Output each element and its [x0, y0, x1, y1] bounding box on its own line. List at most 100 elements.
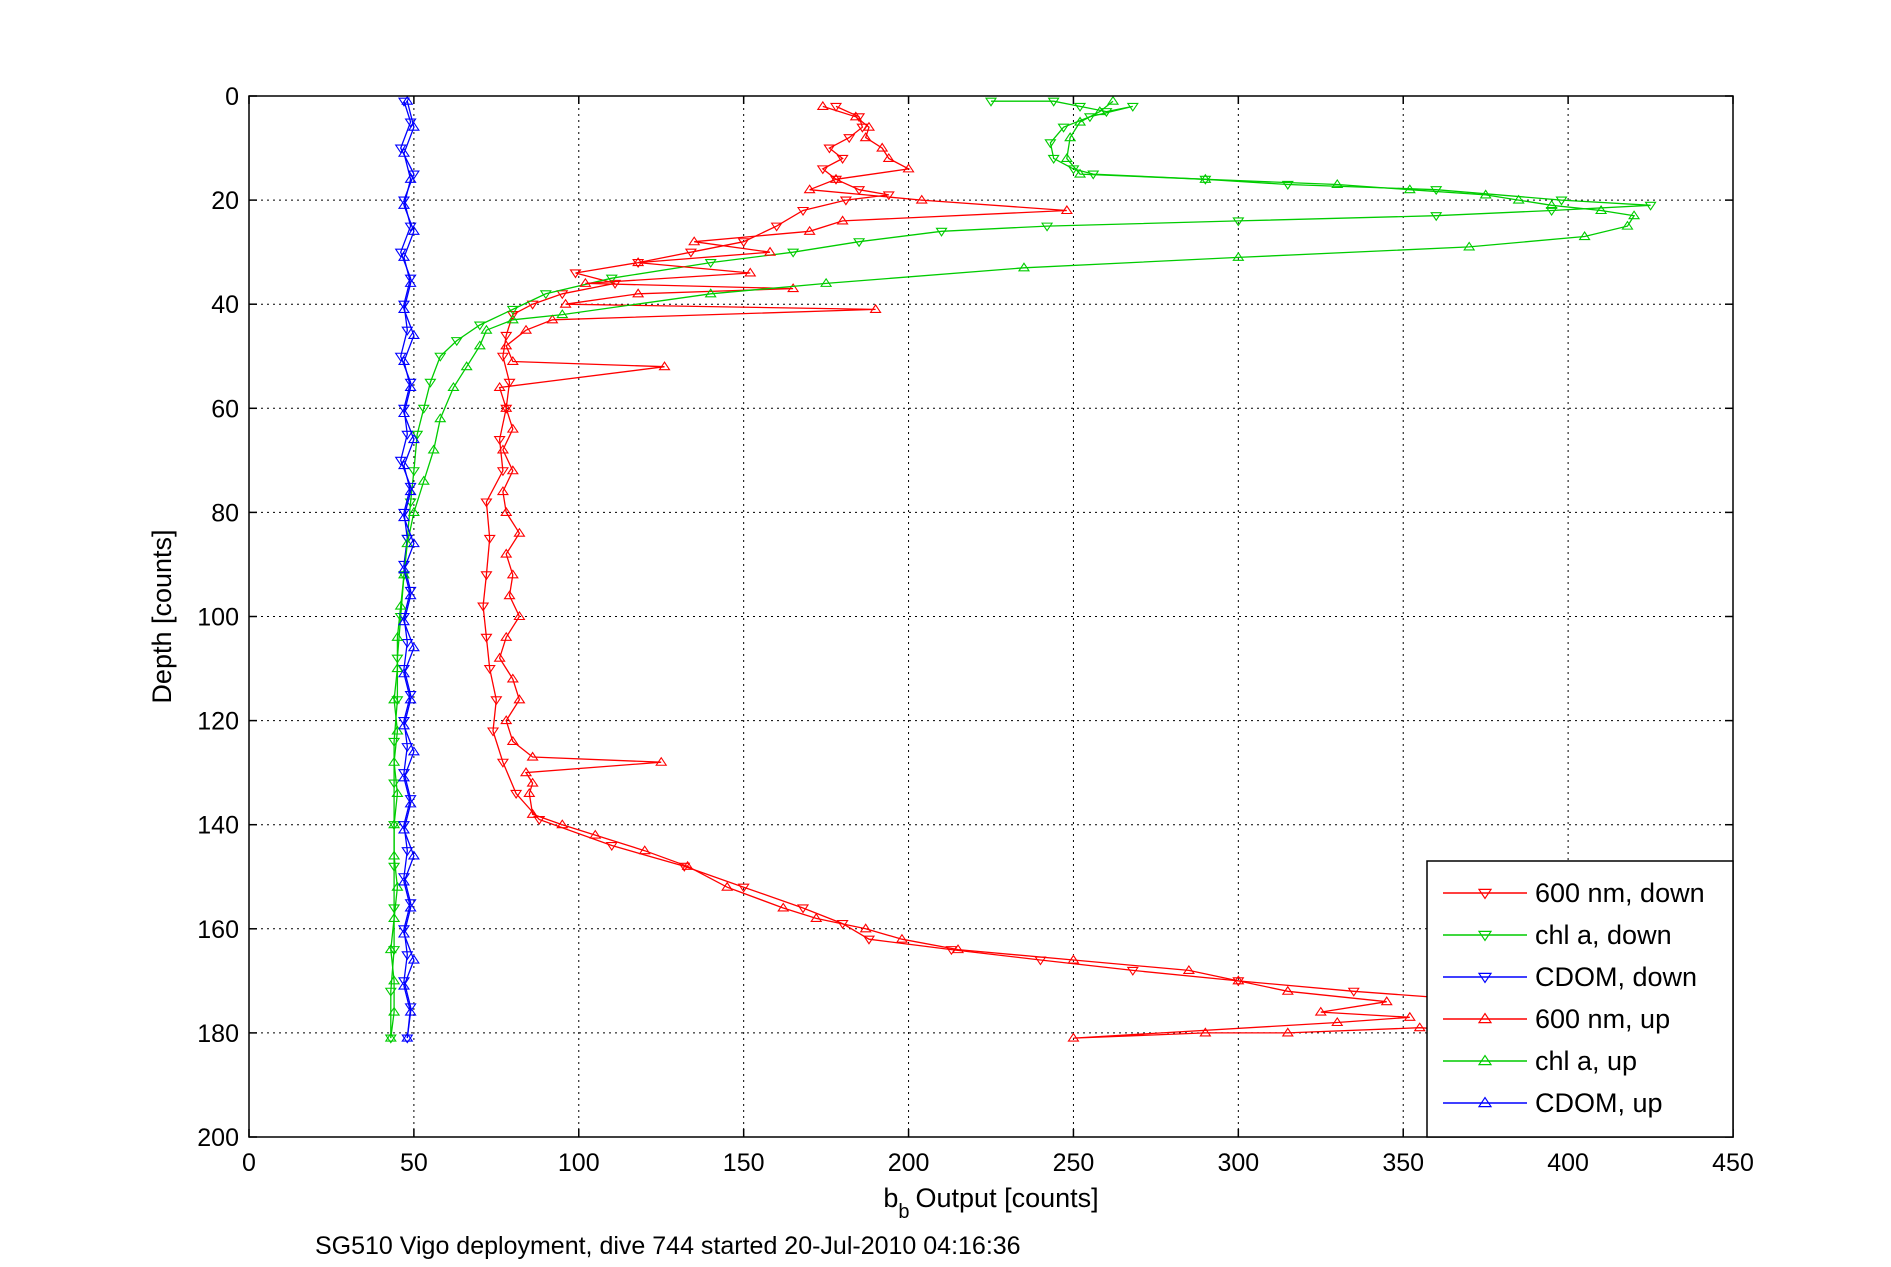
data-point [843, 134, 856, 144]
data-point [404, 586, 417, 596]
data-point [401, 1032, 414, 1042]
data-point [404, 381, 417, 392]
data-point [1041, 222, 1054, 232]
data-point [397, 251, 411, 261]
legend-label: 600 nm, down [1535, 878, 1705, 908]
series-line-chl-a-up [390, 100, 1636, 1039]
series-line-600-nm-down [482, 105, 1569, 1008]
data-point [1067, 1032, 1080, 1042]
data-point [401, 638, 414, 649]
data-point [787, 283, 800, 293]
data-point [397, 303, 411, 313]
data-point [1281, 1027, 1294, 1037]
data-point [1314, 1006, 1327, 1016]
data-point [1199, 173, 1212, 183]
data-point [1463, 241, 1476, 251]
data-point [853, 238, 866, 248]
data-point [394, 352, 407, 362]
data-point [496, 444, 509, 454]
data-point [397, 769, 411, 779]
data-point [764, 246, 777, 256]
data-point [951, 944, 965, 954]
data-point [744, 267, 757, 277]
data-point [823, 144, 836, 154]
data-point [388, 975, 401, 985]
data-point [632, 288, 645, 298]
data-point [1413, 1022, 1426, 1032]
data-point [1047, 97, 1060, 107]
data-point [556, 819, 569, 829]
data-point [569, 269, 582, 279]
x-tick-label: 150 [723, 1149, 765, 1177]
data-point [704, 259, 717, 269]
data-point [984, 97, 998, 107]
data-point [506, 423, 519, 433]
x-axis-title: bb Output [counts] [883, 1183, 1098, 1223]
data-point [404, 274, 417, 284]
data-point [803, 184, 816, 194]
x-tick-label: 250 [1053, 1149, 1095, 1177]
data-point [500, 715, 513, 725]
data-point [1044, 139, 1057, 149]
data-point [1331, 1016, 1344, 1027]
data-point [1281, 180, 1294, 190]
data-point [829, 173, 843, 183]
data-point [434, 352, 447, 362]
data-point [397, 508, 411, 518]
data-point [388, 904, 401, 914]
data-point [1067, 954, 1080, 964]
legend-swatch-marker [1477, 930, 1493, 942]
data-point [1199, 1027, 1212, 1037]
data-point [388, 756, 401, 766]
data-point [397, 668, 411, 678]
data-point [638, 845, 651, 855]
data-point [839, 196, 852, 206]
data-point [500, 340, 513, 350]
data-point [1126, 102, 1139, 112]
data-point [503, 378, 516, 388]
data-point [496, 352, 509, 362]
data-point [401, 538, 414, 548]
data-point [681, 860, 694, 870]
data-point [1064, 132, 1077, 142]
data-point [397, 925, 411, 935]
legend: 600 nm, down chl a, down CDOM, down 600 nm,… [1426, 860, 1734, 1138]
data-point [1403, 1011, 1416, 1021]
data-point [539, 290, 552, 300]
data-point [480, 571, 493, 581]
data-point [434, 413, 447, 423]
data-point [1380, 996, 1393, 1006]
data-point [1182, 964, 1195, 974]
legend-label: 600 nm, up [1535, 1004, 1670, 1034]
data-point [1578, 231, 1591, 241]
data-point [1074, 168, 1087, 178]
data-point [787, 248, 800, 258]
data-point [401, 951, 414, 961]
data-point [407, 538, 420, 548]
data-point [473, 321, 486, 331]
data-point [397, 569, 411, 579]
data-point [404, 482, 417, 492]
data-point [816, 165, 829, 175]
data-point [391, 663, 404, 673]
x-axis-title-text: Output [counts] [916, 1183, 1099, 1213]
data-point [388, 819, 401, 829]
data-point [397, 980, 411, 990]
data-point [391, 725, 404, 735]
data-point [526, 808, 539, 818]
data-point [417, 404, 430, 414]
data-point [397, 355, 411, 366]
data-point [1512, 194, 1525, 204]
data-point [796, 904, 810, 914]
data-point [506, 735, 519, 745]
data-point [391, 787, 404, 798]
data-point [401, 534, 414, 544]
y-tick-label: 200 [197, 1124, 239, 1152]
data-point [404, 486, 417, 496]
data-point [407, 954, 420, 964]
x-tick-label: 350 [1382, 1149, 1424, 1177]
legend-item-600-nm-down: 600 nm, down [1443, 878, 1705, 908]
legend-items: 600 nm, down chl a, down CDOM, down 600 nm,… [1443, 878, 1705, 1118]
data-point [407, 170, 420, 180]
